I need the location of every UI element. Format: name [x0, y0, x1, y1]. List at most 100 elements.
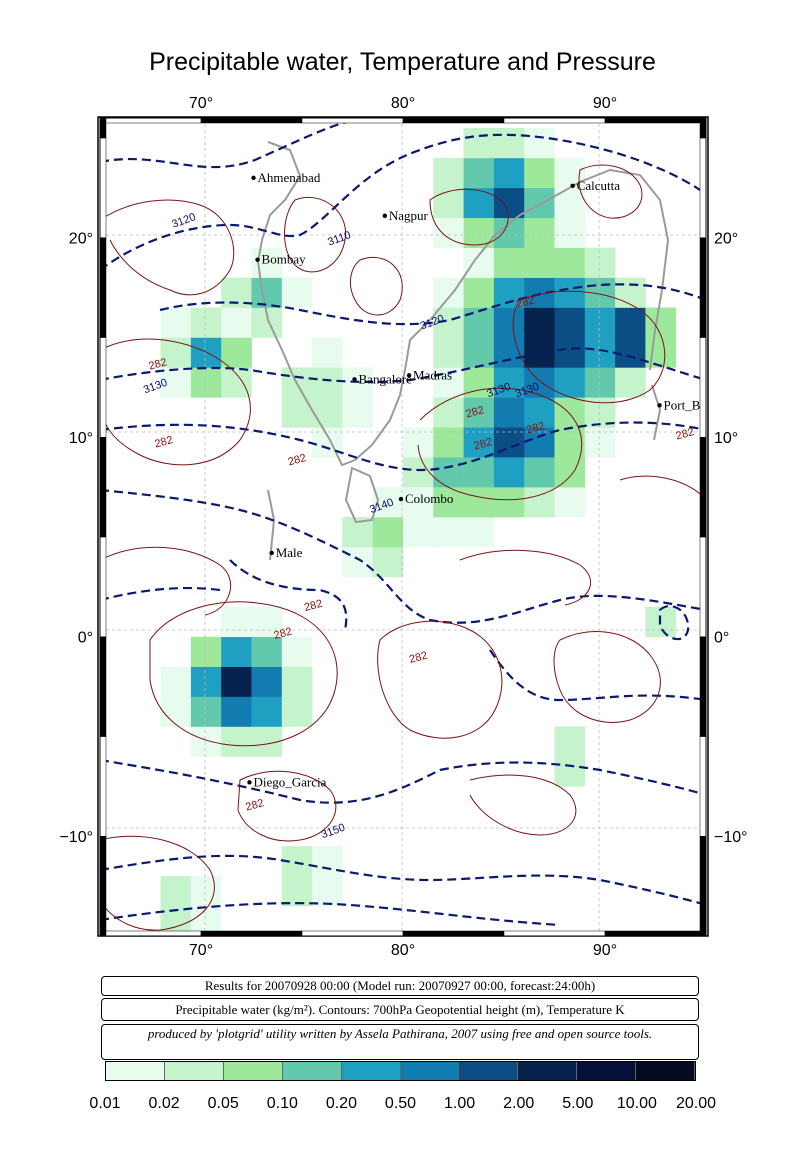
colorbar-swatch — [164, 1062, 224, 1080]
precip-cell — [493, 307, 525, 338]
city-marker-dot — [269, 550, 274, 556]
precip-cell — [433, 457, 464, 488]
temperature-contour-label: 282 — [147, 356, 168, 372]
precip-cell — [433, 397, 464, 428]
frame-bar-bottom — [200, 930, 303, 937]
precip-cell — [493, 397, 525, 428]
precip-cell — [312, 367, 343, 398]
temperature-contour-label: 282 — [303, 598, 324, 614]
temperature-contours — [100, 164, 706, 931]
precip-cell — [524, 127, 555, 159]
frame-bar-right — [699, 835, 707, 937]
precip-cell — [463, 457, 495, 488]
precip-cell — [221, 367, 252, 398]
city-marker-dot — [570, 183, 575, 189]
lat-label-left: 20° — [69, 231, 93, 248]
colorbar-tick-label: 1.00 — [444, 1095, 476, 1112]
precip-cell — [190, 636, 222, 667]
temperature-contour-label: 282 — [408, 650, 429, 666]
map-frame-bars — [99, 117, 707, 937]
precip-cell — [281, 277, 313, 308]
precip-cell — [463, 247, 495, 278]
coastline — [256, 141, 670, 561]
frame-bar-right — [699, 337, 707, 438]
frame-bar-right — [699, 636, 707, 737]
precip-cell — [281, 666, 313, 697]
precip-cell — [190, 307, 222, 338]
city-marker-dot — [382, 213, 388, 218]
colorbar-tick-label: 5.00 — [562, 1095, 594, 1112]
lat-label-right: 20° — [714, 231, 738, 248]
precip-cell — [160, 307, 192, 338]
colorbar-swatch — [341, 1062, 401, 1080]
precip-cell — [615, 307, 646, 338]
temperature-contour-label: 282 — [675, 426, 696, 442]
temperature-contour-label: 282 — [153, 434, 174, 450]
colorbar-tick-label: 0.20 — [325, 1095, 357, 1112]
lat-label-right: −10° — [714, 829, 748, 846]
precip-cell — [342, 397, 373, 428]
precip-cell — [433, 217, 464, 248]
city-label: Diego_Garcia — [253, 774, 326, 789]
precip-cell — [584, 337, 616, 368]
city-label: Bombay — [262, 252, 307, 267]
precip-cell — [251, 606, 283, 638]
frame-bar-left — [99, 636, 107, 737]
credits-line: produced by 'plotgrid' utility written b… — [147, 1026, 653, 1041]
precip-cell — [251, 277, 283, 308]
precip-cell — [554, 337, 586, 368]
city-label: Nagpur — [389, 208, 429, 223]
colorbar-tick-label: 0.02 — [148, 1095, 180, 1112]
precip-cell — [463, 187, 495, 219]
height-contour-label: 3150 — [320, 822, 347, 842]
precip-cell — [221, 666, 252, 697]
precip-cell — [372, 517, 404, 548]
precip-cell — [312, 397, 343, 428]
precip-cell — [221, 696, 252, 727]
city-label: Port_B — [664, 397, 701, 412]
precip-cell — [493, 187, 525, 219]
frame-bar-bottom — [503, 930, 606, 937]
frame-bar-top — [301, 117, 404, 124]
variables-line: Precipitable water (kg/m²). Contours: 70… — [175, 1002, 625, 1017]
temperature-contour-label: 282 — [473, 436, 494, 452]
precip-cell — [463, 517, 495, 548]
precip-cell — [493, 337, 525, 368]
precip-cell — [312, 337, 343, 368]
lon-label-bottom: 70° — [189, 942, 213, 959]
temperature-contour-label: 282 — [525, 420, 546, 436]
precip-cell — [524, 157, 555, 189]
colorbar-swatch — [577, 1062, 637, 1080]
precip-cell — [524, 217, 555, 248]
city-label: Colombo — [405, 491, 453, 506]
precip-cell — [251, 636, 283, 667]
precip-cell — [554, 217, 586, 248]
precip-cell — [584, 367, 616, 398]
colorbar-swatch — [223, 1062, 283, 1080]
precip-cell — [554, 367, 586, 398]
frame-bar-right — [699, 117, 707, 139]
height-contour-label: 3110 — [326, 229, 352, 248]
precip-cell — [160, 666, 192, 697]
precip-cell — [160, 876, 192, 907]
city-label: Bangalore — [359, 371, 413, 386]
precip-cell — [403, 487, 434, 518]
precip-cell — [160, 337, 192, 368]
precip-cell — [463, 277, 495, 308]
frame-bar-top — [200, 117, 303, 124]
precip-cell — [403, 517, 434, 548]
precip-cell — [251, 247, 283, 278]
precip-cell — [190, 876, 222, 907]
frame-bar-top — [503, 117, 606, 124]
city-marker-dot — [247, 780, 252, 785]
precip-cell — [554, 277, 586, 308]
city-label: Calcutta — [577, 178, 621, 193]
frame-bar-left — [99, 237, 107, 338]
temperature-contour-label: 282 — [244, 797, 265, 813]
precip-cell — [524, 187, 555, 219]
frame-bar-left — [99, 536, 107, 637]
lat-label-left: 10° — [69, 430, 93, 447]
precip-cell — [554, 457, 586, 488]
frame-bar-bottom — [604, 930, 707, 937]
